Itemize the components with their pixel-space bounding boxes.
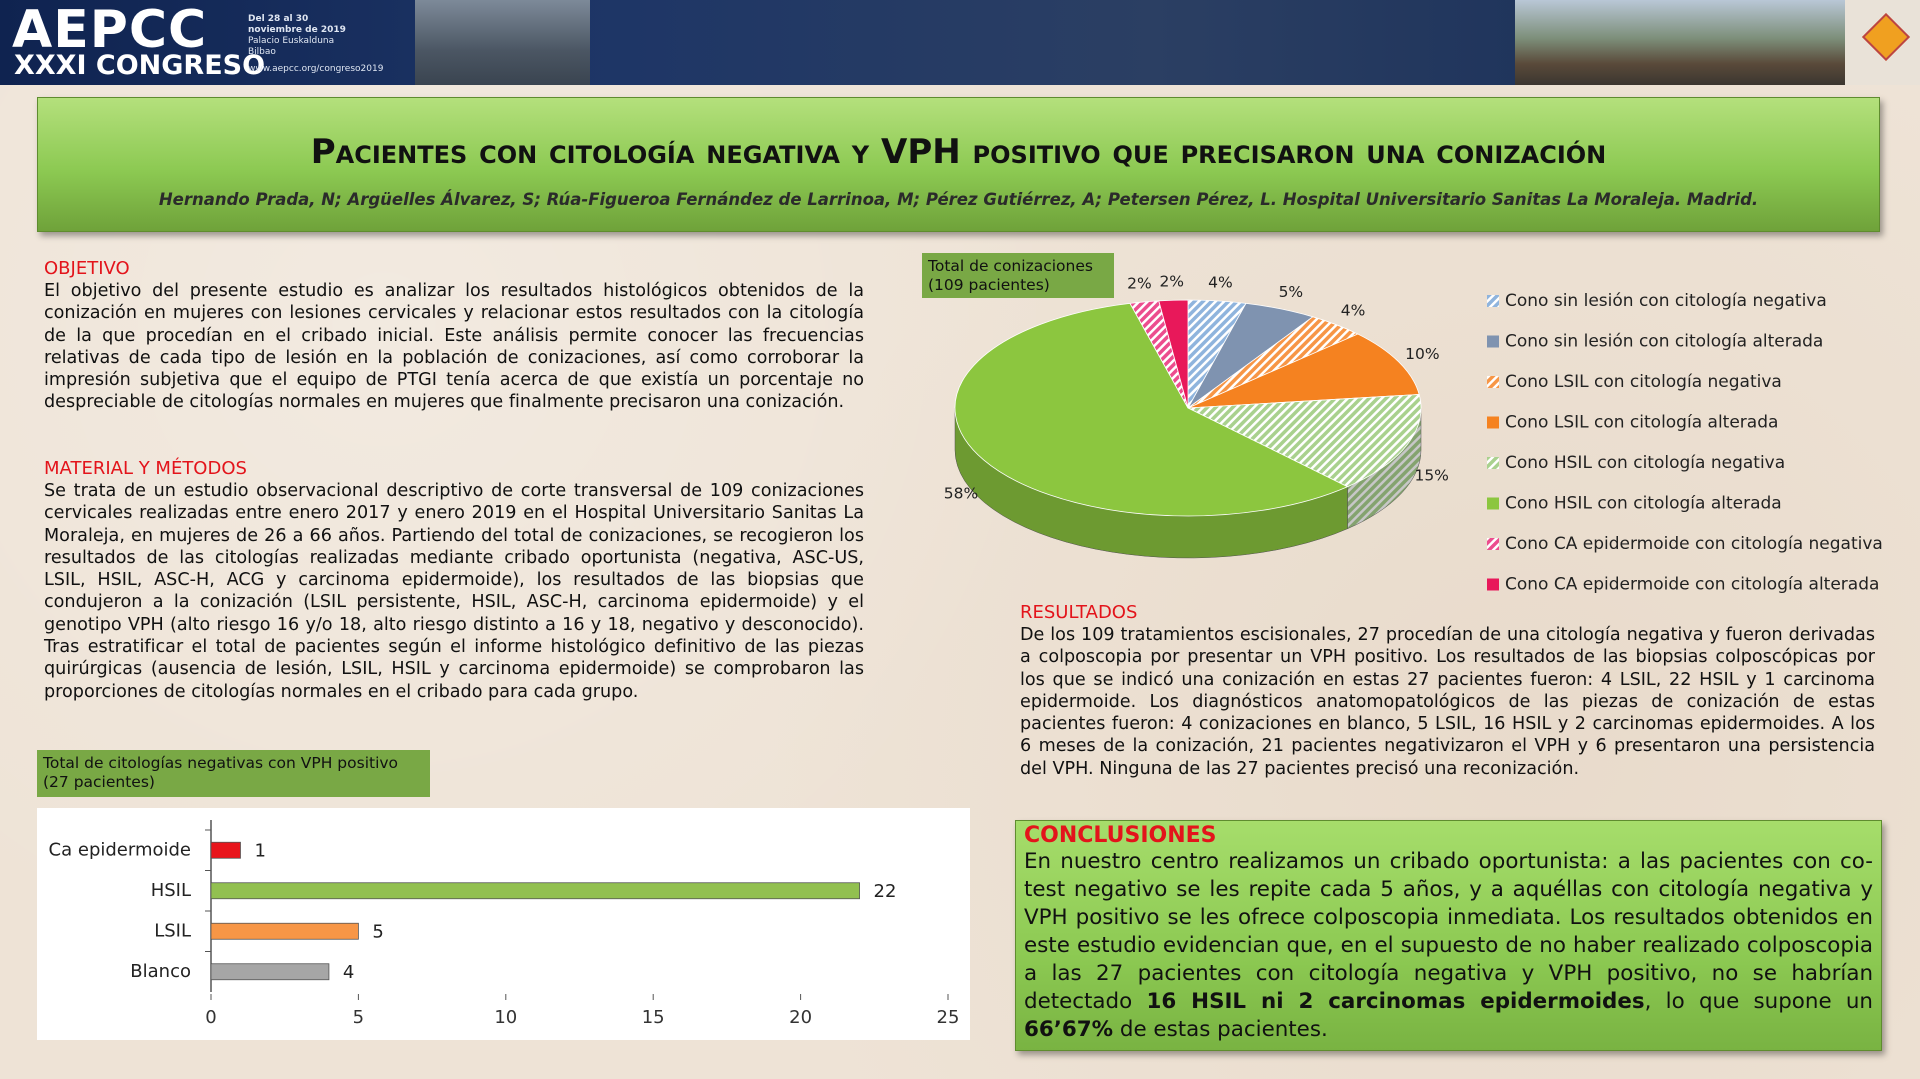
url: www.aepcc.org/congreso2019 bbox=[248, 64, 384, 74]
value-label: 2% bbox=[1127, 275, 1152, 293]
header-photo bbox=[415, 0, 590, 85]
pie-slice bbox=[954, 302, 1349, 517]
legend-marker bbox=[1487, 295, 1499, 307]
chart-subtitle: (27 pacientes) bbox=[43, 773, 155, 791]
x-tick-label: 25 bbox=[937, 1007, 960, 1028]
value-label: 4 bbox=[343, 962, 354, 983]
bar bbox=[210, 963, 330, 981]
chart-title: Total de conizaciones bbox=[928, 257, 1093, 275]
authors: Hernando Prada, N; Argüelles Álvarez, S;… bbox=[158, 190, 1759, 209]
pie-slice bbox=[1186, 394, 1422, 488]
section-heading: MATERIAL Y MÉTODOS bbox=[44, 458, 247, 479]
congress: XXXI CONGRESO bbox=[14, 50, 266, 81]
legend-label: Cono HSIL con citología alterada bbox=[1505, 494, 1782, 514]
pie-slice bbox=[1158, 299, 1189, 409]
conclusions-box: CONCLUSIONES En nuestro centro realizamo… bbox=[1015, 820, 1882, 1051]
y-tick-label: HSIL bbox=[151, 880, 191, 901]
section-heading: RESULTADOS bbox=[1020, 602, 1138, 623]
value-label: 5 bbox=[372, 921, 383, 942]
chart-title-box: Total de citologías negativas con VPH po… bbox=[37, 750, 430, 797]
legend-label: Cono sin lesión con citología negativa bbox=[1505, 291, 1827, 311]
chart-title: Total de citologías negativas con VPH po… bbox=[43, 754, 399, 772]
legend-marker bbox=[1487, 578, 1499, 591]
header-logo-bg bbox=[1845, 0, 1920, 85]
venue: Palacio Euskalduna bbox=[248, 36, 335, 46]
value-label: 1 bbox=[254, 840, 265, 861]
legend-label: Cono sin lesión con citología alterada bbox=[1505, 332, 1823, 352]
section-heading: OBJETIVO bbox=[44, 258, 130, 279]
legend-label: Cono HSIL con citología negativa bbox=[1505, 453, 1785, 473]
chart-subtitle: (109 pacientes) bbox=[928, 276, 1050, 294]
x-tick-label: 20 bbox=[789, 1007, 812, 1028]
section-text: De los 109 tratamientos escisionales, 27… bbox=[1020, 625, 1875, 779]
legend-marker bbox=[1487, 457, 1499, 469]
legend-marker bbox=[1487, 376, 1499, 388]
legend-label: Cono LSIL con citología alterada bbox=[1505, 413, 1778, 433]
legend-marker bbox=[1487, 416, 1499, 429]
value-label: 58% bbox=[944, 484, 978, 502]
bar bbox=[210, 922, 359, 940]
text: , lo que supone un bbox=[1644, 989, 1873, 1014]
legend-marker bbox=[1487, 335, 1499, 348]
section-text: El objetivo del presente estudio es anal… bbox=[44, 281, 864, 413]
value-label: 5% bbox=[1279, 283, 1304, 301]
header-photo bbox=[1515, 0, 1845, 85]
chart-background bbox=[37, 808, 970, 1040]
value-label: 2% bbox=[1159, 273, 1184, 291]
section-text: Se trata de un estudio observacional des… bbox=[44, 481, 864, 702]
dates: Del 28 al 30 bbox=[248, 14, 309, 24]
bar bbox=[210, 882, 860, 900]
y-tick-label: Blanco bbox=[130, 961, 191, 982]
x-tick-label: 10 bbox=[494, 1007, 517, 1028]
text: de estas pacientes. bbox=[1113, 1017, 1328, 1042]
pie-slice bbox=[1187, 333, 1420, 409]
emphasis: 66’67% bbox=[1024, 1017, 1114, 1042]
poster-title: Pacientes con citología negativa y VPH p… bbox=[310, 132, 1607, 172]
value-label: 4% bbox=[1341, 301, 1366, 319]
chart-title-box: Total de conizaciones (109 pacientes) bbox=[922, 253, 1114, 298]
value-label: 10% bbox=[1405, 345, 1439, 363]
dates: noviembre de 2019 bbox=[248, 25, 346, 35]
x-tick-label: 15 bbox=[642, 1007, 665, 1028]
city: Bilbao bbox=[248, 47, 276, 57]
text: En nuestro centro realizamos un cribado … bbox=[1024, 849, 1873, 1014]
legend-marker bbox=[1487, 497, 1499, 510]
value-label: 15% bbox=[1414, 466, 1448, 484]
legend-marker bbox=[1487, 538, 1499, 550]
y-tick-label: Ca epidermoide bbox=[49, 839, 191, 860]
legend-label: Cono LSIL con citología negativa bbox=[1505, 372, 1782, 392]
title-box: Pacientes con citología negativa y VPH p… bbox=[37, 97, 1880, 232]
x-tick-label: 0 bbox=[205, 1007, 216, 1028]
header-banner: AEPCC XXXI CONGRESO Del 28 al 30 noviemb… bbox=[0, 0, 1920, 85]
bar bbox=[210, 841, 241, 859]
value-label: 22 bbox=[874, 881, 897, 902]
section-heading: CONCLUSIONES bbox=[1024, 823, 1217, 848]
logo: AEPCC bbox=[12, 0, 208, 60]
y-tick-label: LSIL bbox=[154, 920, 191, 941]
value-label: 4% bbox=[1208, 273, 1233, 291]
legend-label: Cono CA epidermoide con citología negati… bbox=[1505, 534, 1883, 554]
section-text: En nuestro centro realizamos un cribado … bbox=[1024, 848, 1873, 1044]
emphasis: 16 HSIL ni 2 carcinomas epidermoides bbox=[1146, 989, 1645, 1014]
x-tick-label: 5 bbox=[353, 1007, 364, 1028]
legend-label: Cono CA epidermoide con citología altera… bbox=[1505, 575, 1879, 595]
